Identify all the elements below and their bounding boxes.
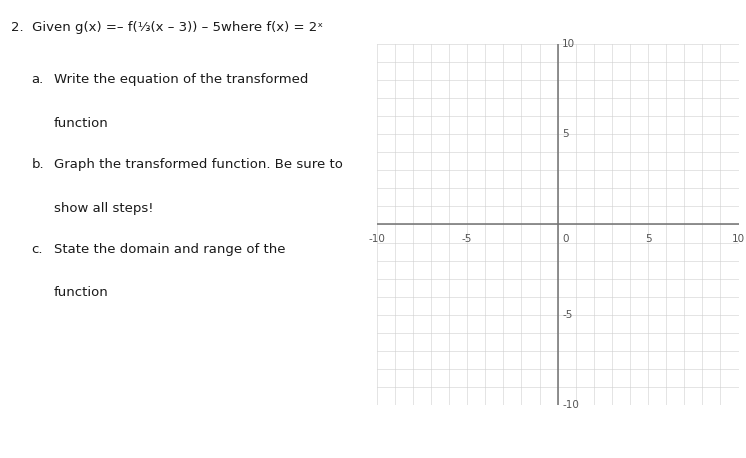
Text: 0: 0: [562, 234, 568, 245]
Text: -10: -10: [369, 234, 385, 245]
Text: function: function: [54, 286, 109, 299]
Text: State the domain and range of the: State the domain and range of the: [54, 243, 286, 256]
Text: b.: b.: [31, 158, 44, 171]
Text: 10: 10: [732, 234, 745, 245]
Text: -5: -5: [462, 234, 472, 245]
Text: 5: 5: [645, 234, 651, 245]
Text: 10: 10: [562, 38, 575, 49]
Text: Write the equation of the transformed: Write the equation of the transformed: [54, 73, 308, 86]
Text: -5: -5: [562, 310, 572, 320]
Text: Graph the transformed function. Be sure to: Graph the transformed function. Be sure …: [54, 158, 343, 171]
Text: function: function: [54, 117, 109, 130]
Text: 5: 5: [562, 129, 568, 139]
Text: a.: a.: [31, 73, 44, 86]
Text: show all steps!: show all steps!: [54, 202, 154, 214]
Text: c.: c.: [31, 243, 43, 256]
Text: 2.  Given g(x) =– f(⅓(x – 3)) – 5where f(x) = 2ˣ: 2. Given g(x) =– f(⅓(x – 3)) – 5where f(…: [11, 21, 323, 33]
Text: -10: -10: [562, 400, 579, 410]
